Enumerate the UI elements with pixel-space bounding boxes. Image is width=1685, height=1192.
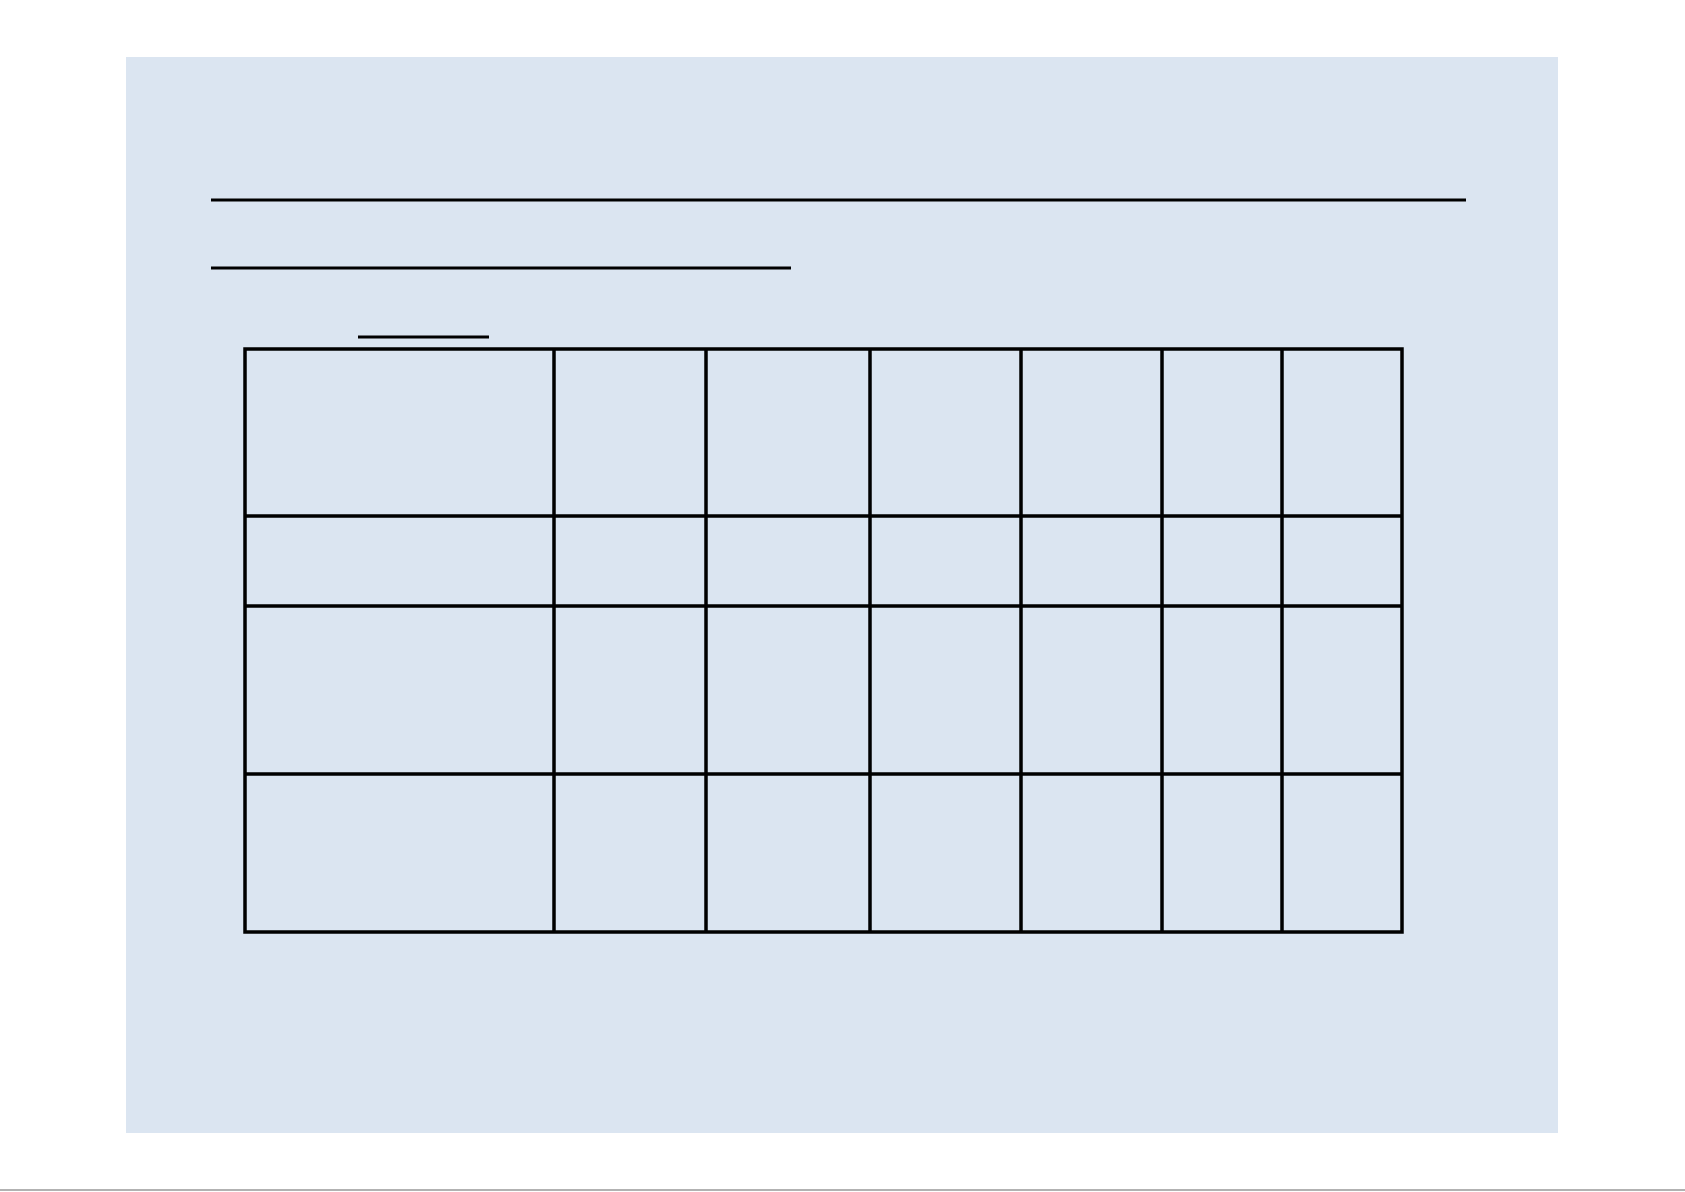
table-border xyxy=(243,347,1404,934)
empty-table xyxy=(243,347,1404,934)
form-panel xyxy=(126,57,1558,1133)
